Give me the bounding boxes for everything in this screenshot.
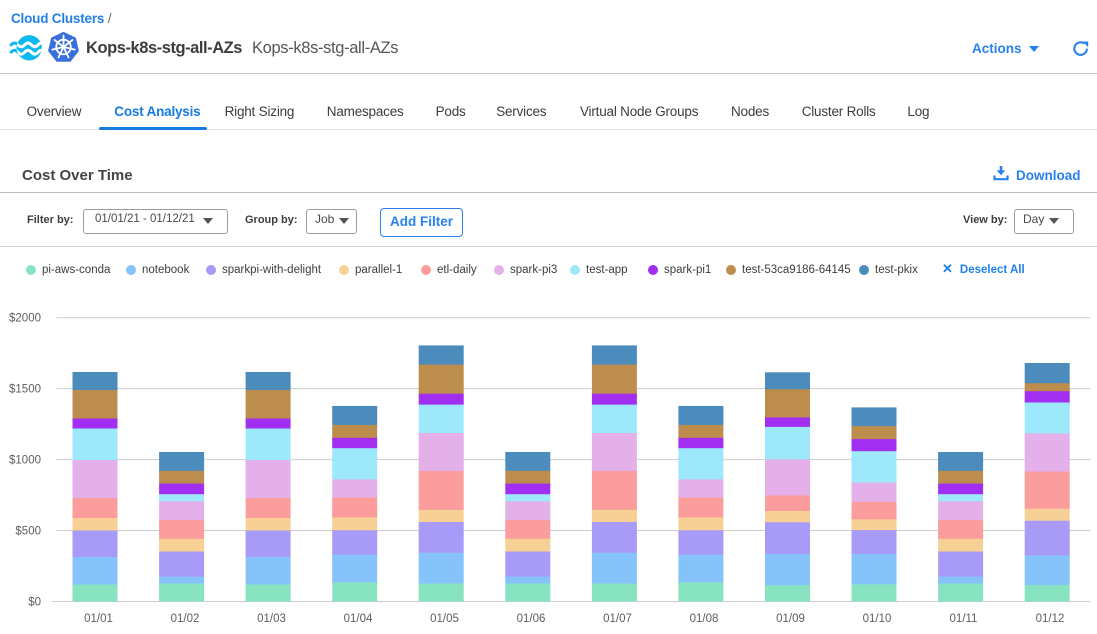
svg-text:01/11: 01/11 (950, 613, 978, 625)
svg-text:$1000: $1000 (9, 455, 41, 467)
svg-text:01/04: 01/04 (344, 613, 373, 625)
svg-text:$2000: $2000 (9, 313, 41, 325)
svg-text:01/09: 01/09 (776, 613, 805, 625)
svg-text:01/12: 01/12 (1036, 613, 1065, 625)
svg-text:01/10: 01/10 (863, 613, 892, 625)
svg-text:01/06: 01/06 (517, 613, 546, 625)
svg-text:01/02: 01/02 (171, 613, 200, 625)
svg-text:01/05: 01/05 (430, 613, 459, 625)
svg-text:01/01: 01/01 (84, 613, 113, 625)
svg-text:$500: $500 (15, 526, 41, 538)
svg-text:01/03: 01/03 (257, 613, 286, 625)
svg-text:01/08: 01/08 (690, 613, 719, 625)
svg-text:01/07: 01/07 (603, 613, 632, 625)
svg-text:$0: $0 (28, 597, 41, 609)
svg-text:$1500: $1500 (9, 384, 41, 396)
